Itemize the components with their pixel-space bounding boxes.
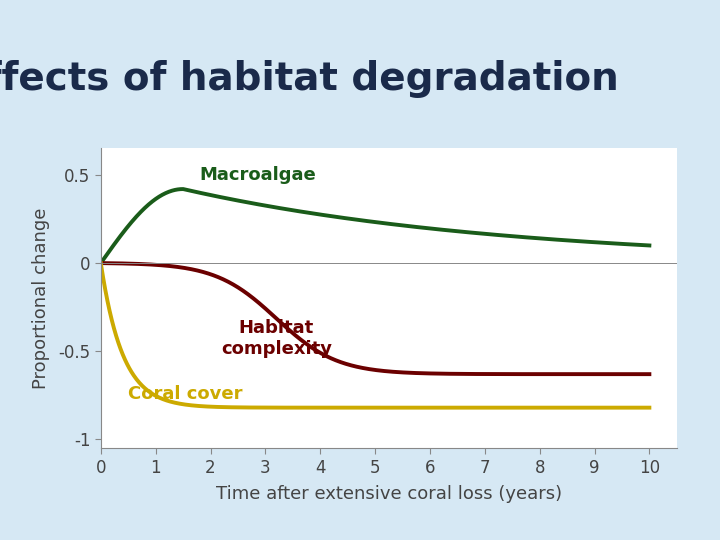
- Text: Habitat
complexity: Habitat complexity: [221, 320, 332, 359]
- Text: Coral cover: Coral cover: [128, 384, 243, 402]
- Text: Effects of habitat degradation: Effects of habitat degradation: [0, 60, 618, 98]
- Y-axis label: Proportional change: Proportional change: [32, 208, 50, 389]
- Text: Macroalgae: Macroalgae: [199, 166, 316, 184]
- X-axis label: Time after extensive coral loss (years): Time after extensive coral loss (years): [216, 485, 562, 503]
